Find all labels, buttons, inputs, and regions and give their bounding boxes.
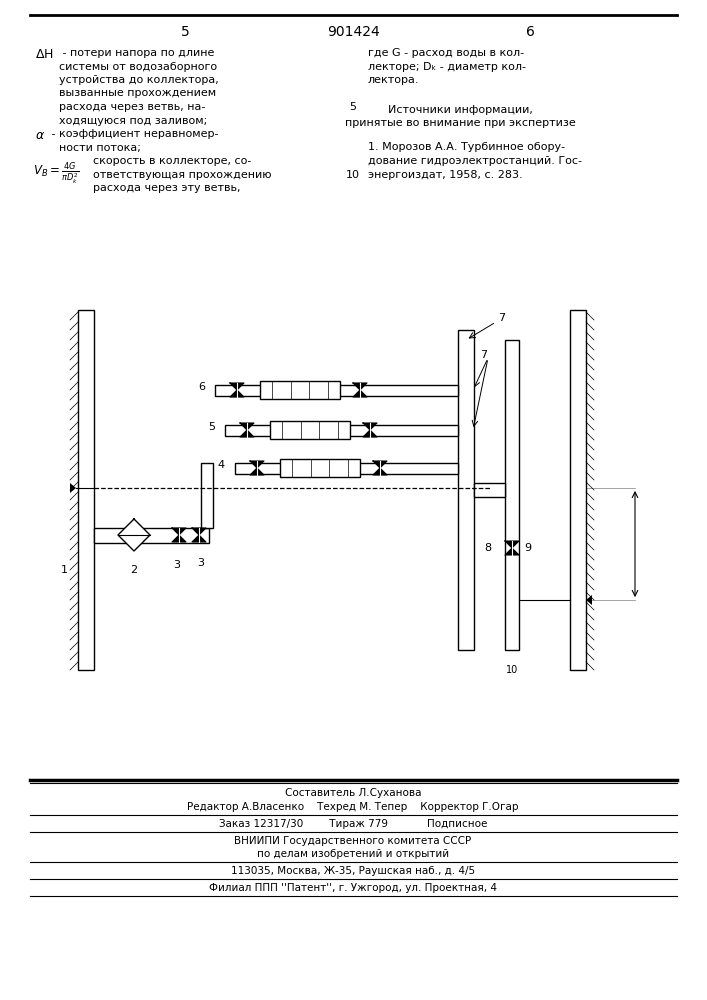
Text: $\Delta$H: $\Delta$H xyxy=(35,48,54,61)
Text: ности потока;: ности потока; xyxy=(59,142,141,152)
Text: где G - расход воды в кол-: где G - расход воды в кол- xyxy=(368,48,524,58)
Text: лектора.: лектора. xyxy=(368,75,419,85)
Bar xyxy=(260,381,340,399)
Text: 7: 7 xyxy=(498,313,505,323)
Bar xyxy=(225,424,458,436)
Text: ходящуюся под заливом;: ходящуюся под заливом; xyxy=(59,115,207,125)
Bar xyxy=(215,384,458,395)
Bar xyxy=(201,462,213,528)
Text: системы от водозаборного: системы от водозаборного xyxy=(59,62,217,72)
Text: 6: 6 xyxy=(198,382,205,392)
Bar xyxy=(570,310,586,670)
Text: Источники информации,: Источники информации, xyxy=(387,105,532,115)
Text: 3: 3 xyxy=(173,560,180,570)
Polygon shape xyxy=(505,541,519,555)
Text: 4: 4 xyxy=(218,460,225,470)
Text: 8: 8 xyxy=(484,543,491,553)
Polygon shape xyxy=(250,461,264,475)
Bar xyxy=(94,528,209,542)
Text: 10: 10 xyxy=(506,665,518,675)
Polygon shape xyxy=(353,383,367,397)
Bar xyxy=(505,340,519,650)
Text: 7: 7 xyxy=(480,350,487,360)
Polygon shape xyxy=(118,519,150,551)
Text: устройства до коллектора,: устройства до коллектора, xyxy=(59,75,218,85)
Text: принятые во внимание при экспертизе: принятые во внимание при экспертизе xyxy=(344,118,575,128)
Polygon shape xyxy=(172,528,186,542)
Text: дование гидроэлектростанций. Гос-: дование гидроэлектростанций. Гос- xyxy=(368,156,582,166)
Bar xyxy=(235,462,458,474)
Polygon shape xyxy=(230,383,244,397)
Polygon shape xyxy=(70,483,76,493)
Text: лекторе; Dₖ - диаметр кол-: лекторе; Dₖ - диаметр кол- xyxy=(368,62,526,72)
Text: по делам изобретений и открытий: по делам изобретений и открытий xyxy=(257,849,449,859)
Text: - потери напора по длине: - потери напора по длине xyxy=(59,48,214,58)
Text: расхода через ветвь, на-: расхода через ветвь, на- xyxy=(59,102,205,112)
Text: 1. Морозов А.А. Турбинное обору-: 1. Морозов А.А. Турбинное обору- xyxy=(368,142,565,152)
Text: скорость в коллекторе, со-: скорость в коллекторе, со- xyxy=(93,156,252,166)
Text: 113035, Москва, Ж-35, Раушская наб., д. 4/5: 113035, Москва, Ж-35, Раушская наб., д. … xyxy=(231,866,475,876)
Polygon shape xyxy=(192,528,206,542)
Text: расхода через эту ветвь,: расхода через эту ветвь, xyxy=(93,183,240,193)
Text: 901424: 901424 xyxy=(327,25,380,39)
Text: 5: 5 xyxy=(349,102,356,112)
Polygon shape xyxy=(363,423,377,437)
Text: Филиал ППП ''Патент'', г. Ужгород, ул. Проектная, 4: Филиал ППП ''Патент'', г. Ужгород, ул. П… xyxy=(209,883,497,893)
Text: Редактор А.Власенко    Техред М. Тепер    Корректор Г.Огар: Редактор А.Власенко Техред М. Тепер Корр… xyxy=(187,802,519,812)
Text: 1: 1 xyxy=(61,565,67,575)
Text: энергоиздат, 1958, с. 283.: энергоиздат, 1958, с. 283. xyxy=(368,169,522,180)
Text: Составитель Л.Суханова: Составитель Л.Суханова xyxy=(285,788,421,798)
Polygon shape xyxy=(373,461,387,475)
Text: 5: 5 xyxy=(208,422,215,432)
Bar xyxy=(78,310,94,670)
Text: 2: 2 xyxy=(130,565,138,575)
Text: $V_B{=}\frac{4G}{\pi D_k^2}$: $V_B{=}\frac{4G}{\pi D_k^2}$ xyxy=(33,160,79,186)
Polygon shape xyxy=(586,595,592,605)
Text: 5: 5 xyxy=(180,25,189,39)
Bar xyxy=(474,483,505,497)
Text: 9: 9 xyxy=(524,543,531,553)
Text: вызванные прохождением: вызванные прохождением xyxy=(59,89,216,99)
Text: ответствующая прохождению: ответствующая прохождению xyxy=(93,169,271,180)
Text: 6: 6 xyxy=(525,25,534,39)
Bar xyxy=(270,421,350,439)
Text: - коэффициент неравномер-: - коэффициент неравномер- xyxy=(48,129,218,139)
Bar xyxy=(458,330,474,650)
Polygon shape xyxy=(240,423,254,437)
Bar xyxy=(280,459,360,477)
Text: Заказ 12317/30        Тираж 779            Подписное: Заказ 12317/30 Тираж 779 Подписное xyxy=(218,819,487,829)
Text: ВНИИПИ Государственного комитета СССР: ВНИИПИ Государственного комитета СССР xyxy=(235,836,472,846)
Text: 3: 3 xyxy=(197,558,204,568)
Text: $\alpha$: $\alpha$ xyxy=(35,129,45,142)
Text: 10: 10 xyxy=(346,169,360,180)
